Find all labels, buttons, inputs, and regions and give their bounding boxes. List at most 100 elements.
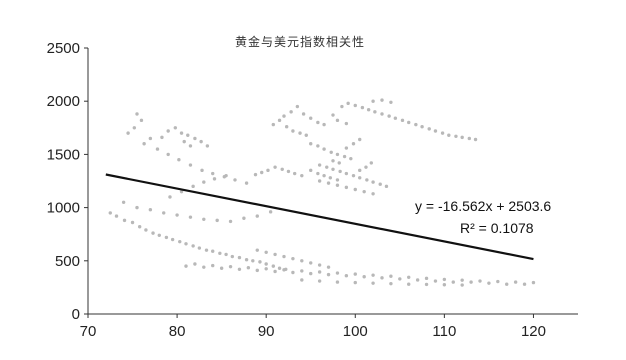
data-point xyxy=(188,163,193,167)
data-point xyxy=(331,159,335,163)
data-point xyxy=(389,274,393,278)
data-point xyxy=(454,134,458,139)
data-point xyxy=(284,125,289,129)
data-point xyxy=(205,144,210,148)
data-point xyxy=(487,281,491,285)
data-point xyxy=(246,266,251,270)
data-point xyxy=(273,252,277,257)
data-point xyxy=(202,180,206,184)
data-point xyxy=(393,116,398,120)
data-point xyxy=(353,187,357,192)
chart-title: 黄金与美元指数相关性 xyxy=(235,34,365,49)
data-point xyxy=(460,283,464,287)
data-point xyxy=(380,276,384,280)
data-point xyxy=(322,147,326,151)
data-point xyxy=(292,171,297,176)
data-point xyxy=(513,280,518,284)
data-point xyxy=(298,131,302,135)
data-point xyxy=(282,254,286,259)
data-point xyxy=(291,270,295,275)
data-point xyxy=(170,237,175,242)
data-point xyxy=(389,100,393,104)
data-point xyxy=(228,219,233,224)
data-point xyxy=(358,137,362,142)
data-point xyxy=(309,271,313,276)
data-point xyxy=(335,271,340,275)
data-point xyxy=(132,126,137,130)
data-point xyxy=(193,136,197,141)
data-point xyxy=(309,142,313,146)
data-point xyxy=(137,225,142,229)
data-point xyxy=(191,244,195,248)
x-axis-ticks: 70 80 90 100 110 120 xyxy=(80,314,546,340)
data-point xyxy=(289,110,293,114)
data-point xyxy=(277,266,282,270)
data-point xyxy=(282,114,286,118)
x-tick-label: 90 xyxy=(258,323,275,340)
data-point xyxy=(218,251,222,256)
data-point xyxy=(268,210,273,214)
data-point xyxy=(424,276,429,281)
data-point xyxy=(197,246,202,250)
data-point xyxy=(407,275,411,279)
data-point xyxy=(371,281,375,285)
data-point xyxy=(122,218,127,223)
data-point xyxy=(344,171,349,176)
data-point xyxy=(373,110,377,114)
data-point xyxy=(317,263,322,267)
x-tick-label: 80 xyxy=(169,323,186,340)
data-point xyxy=(351,142,356,146)
data-point xyxy=(415,278,420,282)
data-point xyxy=(164,235,169,240)
data-point xyxy=(179,131,184,135)
data-point xyxy=(316,144,320,148)
data-point xyxy=(242,216,246,220)
points-layer xyxy=(108,98,536,287)
data-point xyxy=(337,161,341,165)
data-point xyxy=(351,173,356,178)
data-point xyxy=(230,254,235,259)
y-tick-label: 1000 xyxy=(47,200,80,217)
data-point xyxy=(460,278,464,282)
data-point xyxy=(260,170,264,175)
data-point xyxy=(407,120,411,125)
data-point xyxy=(340,104,344,109)
data-point xyxy=(148,136,153,141)
data-point xyxy=(193,262,197,266)
data-point xyxy=(130,220,135,225)
data-point xyxy=(166,152,170,157)
y-tick-label: 500 xyxy=(55,253,80,270)
data-point xyxy=(264,262,268,266)
data-point xyxy=(255,214,259,218)
data-point xyxy=(326,181,331,185)
data-point xyxy=(300,269,304,273)
data-point xyxy=(139,118,144,123)
data-point xyxy=(108,211,112,215)
data-point xyxy=(224,252,228,257)
data-point xyxy=(219,266,224,270)
data-point xyxy=(211,249,215,253)
data-point xyxy=(447,133,451,137)
data-point xyxy=(173,126,178,130)
data-point xyxy=(380,98,384,102)
x-tick-label: 110 xyxy=(432,323,456,340)
data-point xyxy=(442,283,447,287)
data-point xyxy=(255,248,259,252)
x-tick-label: 70 xyxy=(80,323,97,340)
data-point xyxy=(338,169,342,174)
data-point xyxy=(277,118,282,123)
data-point xyxy=(215,218,219,223)
data-point xyxy=(148,208,153,212)
data-point xyxy=(309,261,313,265)
data-point xyxy=(322,173,326,178)
data-point xyxy=(253,172,258,177)
data-point xyxy=(317,163,322,167)
data-point xyxy=(329,150,333,154)
data-point xyxy=(335,183,340,187)
x-tick-label: 120 xyxy=(521,323,546,340)
data-point xyxy=(212,177,217,181)
data-point xyxy=(188,215,193,219)
data-point xyxy=(407,282,411,286)
